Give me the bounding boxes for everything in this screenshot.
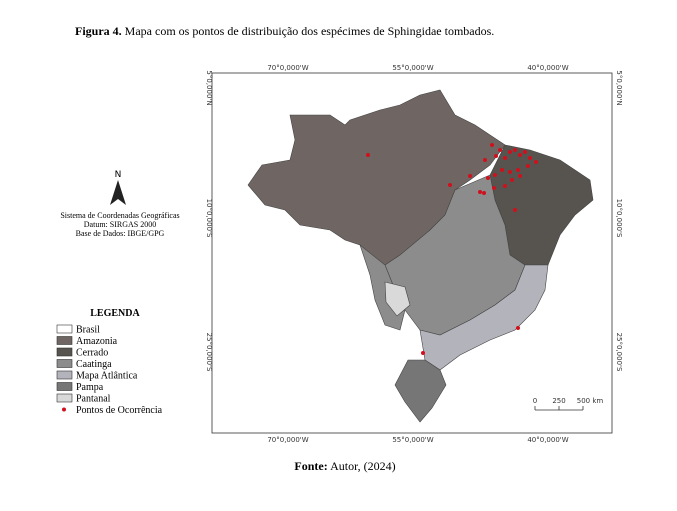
latitude-label: 25°0,000'S	[615, 333, 623, 372]
legend-label: Pantanal	[76, 394, 111, 405]
source-text: Autor, (2024)	[328, 459, 396, 473]
legend-swatch	[62, 407, 66, 412]
longitude-label: 70°0,000'W	[267, 64, 308, 72]
legend-label: Cerrado	[76, 348, 108, 359]
legend-label: Pontos de Ocorrência	[76, 405, 163, 416]
longitude-label: 70°0,000'W	[267, 436, 308, 444]
crs-text: Datum: SIRGAS 2000	[84, 220, 156, 229]
legend-label: Mapa Atlântica	[76, 371, 138, 382]
latitude-label: 5°0,000'N	[205, 70, 213, 105]
caption: Figura 4. Mapa com os pontos de distribu…	[75, 24, 494, 38]
legend-label: Brasil	[76, 325, 100, 336]
source-label: Fonte:	[294, 459, 327, 473]
legend-label: Pampa	[76, 382, 104, 393]
caption-label: Figura 4.	[75, 24, 122, 38]
latitude-label: 25°0,000'S	[205, 333, 213, 372]
latitude-label: 5°0,000'N	[615, 70, 623, 105]
legend-swatch	[56, 382, 73, 391]
legend-swatch	[56, 393, 73, 403]
longitude-label: 40°0,000'W	[527, 64, 568, 72]
legend-swatch	[56, 336, 73, 345]
longitude-label: 55°0,000'W	[392, 436, 433, 444]
north-label: N	[115, 170, 122, 180]
legend-swatch	[56, 324, 73, 334]
latitude-label: 10°0,000'S	[205, 199, 213, 238]
scale-label: 0	[533, 397, 537, 405]
scale-label: 500 km	[577, 397, 604, 405]
scale-bar	[534, 406, 584, 411]
legend-label: Caatinga	[76, 359, 112, 370]
crs-text: Sistema de Coordenadas Geográficas	[60, 211, 179, 220]
legend-label: Amazonia	[76, 336, 118, 347]
longitude-label: 55°0,000'W	[392, 64, 433, 72]
crs-text: Base de Dados: IBGE/GPG	[76, 229, 165, 238]
scale-label: 250	[552, 397, 565, 405]
north-arrow	[110, 180, 126, 205]
map-regions	[247, 89, 594, 423]
legend-swatch	[56, 359, 73, 368]
caption-text: Mapa com os pontos de distribuição dos e…	[122, 24, 495, 38]
source: Fonte: Autor, (2024)	[294, 459, 395, 473]
longitude-label: 40°0,000'W	[527, 436, 568, 444]
legend-swatch	[56, 347, 73, 357]
legend-swatch	[56, 370, 73, 380]
latitude-label: 10°0,000'S	[615, 199, 623, 238]
occurrence-points	[366, 143, 538, 355]
legend-title: LEGENDA	[90, 308, 140, 319]
